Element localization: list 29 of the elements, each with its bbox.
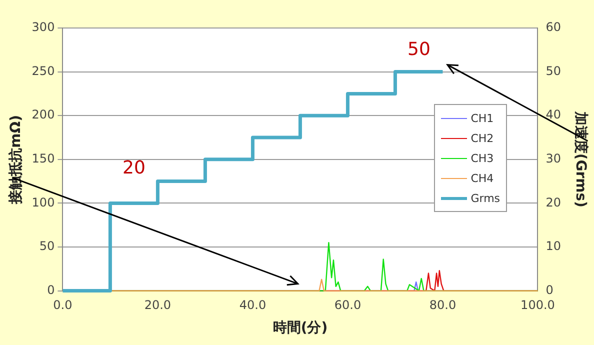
y-tick-label: 50 bbox=[39, 239, 55, 254]
x-tick-label: 40.0 bbox=[239, 298, 266, 312]
annotation: 50 bbox=[408, 39, 430, 60]
y2-tick-label: 20 bbox=[546, 195, 562, 210]
legend-label: CH2 bbox=[470, 132, 494, 145]
y2-tick-label: 0 bbox=[546, 282, 554, 297]
legend-label: CH1 bbox=[470, 112, 494, 125]
y-tick-label: 200 bbox=[32, 108, 55, 122]
y-tick-label: 150 bbox=[32, 152, 55, 166]
annotation: 20 bbox=[122, 157, 146, 178]
y2-tick-label: 30 bbox=[546, 152, 562, 166]
y2-tick-label: 40 bbox=[546, 108, 562, 122]
x-axis-title: 時間(分) bbox=[272, 320, 328, 336]
y2-tick-label: 60 bbox=[546, 20, 562, 34]
x-tick-label: 80.0 bbox=[429, 298, 456, 312]
y-tick-label: 100 bbox=[32, 195, 55, 210]
x-tick-label: 0.0 bbox=[53, 298, 72, 312]
x-tick-label: 60.0 bbox=[334, 298, 362, 312]
legend-label: Grms bbox=[470, 192, 500, 205]
legend-label: CH3 bbox=[470, 152, 494, 165]
x-tick-label: 100.0 bbox=[520, 298, 555, 312]
y2-tick-label: 50 bbox=[546, 64, 562, 78]
y-tick-label: 250 bbox=[32, 64, 55, 78]
y2-tick-label: 10 bbox=[546, 239, 562, 254]
legend-label: CH4 bbox=[470, 172, 494, 185]
y2-axis-title: 加速度(Grms) bbox=[572, 110, 590, 208]
x-tick-label: 20.0 bbox=[144, 298, 172, 312]
y-tick-label: 0 bbox=[47, 282, 55, 297]
y-tick-label: 300 bbox=[32, 20, 55, 34]
